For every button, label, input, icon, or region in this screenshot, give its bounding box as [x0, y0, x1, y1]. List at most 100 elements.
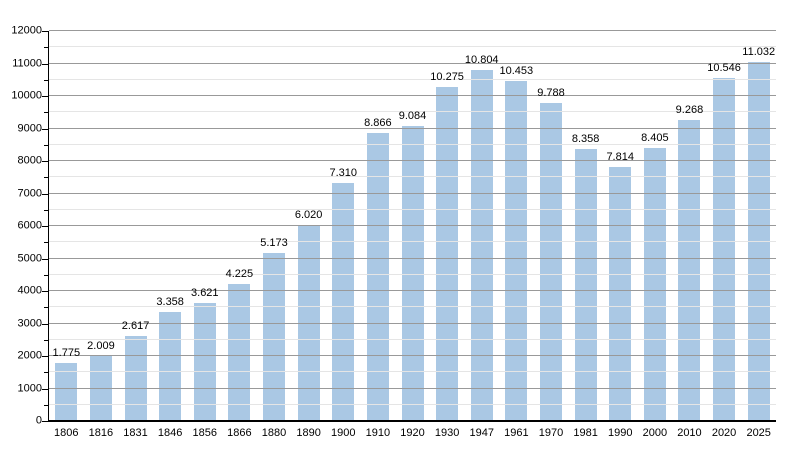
x-tick-label: 1961 [504, 427, 529, 439]
x-tick-label: 1981 [573, 427, 598, 439]
bar-value-label: 1.775 [52, 347, 81, 360]
y-minor-tick [44, 144, 48, 146]
y-minor-tick [44, 274, 48, 276]
y-major-tick [42, 31, 48, 32]
y-minor-tick [44, 404, 48, 406]
minor-gridline [49, 143, 776, 145]
y-major-tick [42, 96, 48, 97]
minor-gridline [49, 176, 776, 178]
y-major-tick [42, 161, 48, 162]
y-major-tick [42, 421, 48, 422]
major-gridline [49, 387, 776, 389]
bar-value-label: 2.617 [121, 319, 150, 332]
bar-value-label: 8.358 [571, 133, 600, 146]
y-minor-tick [44, 112, 48, 114]
bar-value-label: 10.804 [464, 53, 499, 66]
x-tick-label: 1990 [607, 427, 633, 439]
x-tick-label: 1816 [88, 427, 114, 439]
x-tick-label: 1831 [123, 427, 148, 439]
y-tick-label: 12000 [11, 24, 42, 37]
y-minor-tick [44, 177, 48, 179]
x-tick-label: 2000 [642, 427, 668, 439]
bar-1920 [401, 125, 424, 421]
y-tick-label: 2000 [17, 349, 42, 362]
major-gridline [49, 127, 776, 129]
y-major-tick [42, 388, 48, 390]
bar-1806 [55, 363, 78, 421]
bar-value-label: 9.788 [537, 86, 565, 99]
minor-gridline [49, 241, 776, 243]
x-tick-label: 1920 [400, 427, 425, 439]
bar-value-label: 3.358 [156, 295, 184, 308]
y-major-tick [42, 193, 48, 195]
y-minor-tick [44, 307, 48, 309]
bar-2020 [713, 78, 736, 421]
y-tick-label: 0 [35, 414, 42, 427]
bar-1947 [470, 69, 493, 421]
major-gridline [49, 355, 776, 356]
minor-gridline [49, 371, 776, 373]
x-tick-label: 2025 [746, 427, 771, 439]
y-tick-label: 7000 [17, 187, 42, 199]
y-minor-tick [44, 339, 48, 341]
major-gridline [49, 322, 776, 324]
bar-value-label: 7.310 [329, 167, 358, 180]
bar-1831 [124, 335, 147, 421]
bar-1990 [609, 167, 632, 421]
y-major-tick [42, 323, 48, 325]
bar-1880 [263, 252, 286, 421]
bar-value-label: 5.173 [260, 236, 288, 249]
x-axis-line [48, 420, 776, 422]
bar-2010 [678, 119, 701, 421]
bar-1910 [366, 132, 389, 421]
y-major-tick [42, 258, 48, 260]
x-tick-label: 1947 [469, 427, 494, 439]
minor-gridline [49, 111, 776, 113]
x-tick-label: 1900 [331, 427, 356, 439]
y-minor-tick [44, 47, 48, 49]
y-axis-line [48, 31, 49, 422]
y-tick-label: 9000 [17, 122, 42, 134]
y-tick-label: 1000 [17, 382, 42, 394]
y-major-tick [42, 128, 48, 130]
x-tick-label: 1910 [365, 427, 391, 439]
bar-1970 [539, 102, 562, 421]
bar-value-label: 4.225 [225, 267, 254, 280]
minor-gridline [49, 208, 776, 210]
x-tick-label: 1970 [538, 427, 564, 439]
x-tick-label: 1846 [157, 427, 183, 439]
y-tick-label: 11000 [12, 57, 42, 69]
y-major-tick [42, 356, 48, 357]
x-tick-label: 1890 [296, 427, 321, 439]
y-tick-label: 5000 [17, 252, 42, 264]
x-tick-label: 2010 [677, 427, 702, 439]
minor-gridline [49, 78, 776, 80]
major-gridline [49, 225, 776, 226]
major-gridline [49, 192, 776, 194]
y-tick-label: 6000 [17, 219, 42, 232]
y-minor-tick [44, 209, 48, 211]
major-gridline [49, 30, 776, 31]
x-tick-label: 2020 [711, 427, 737, 439]
bar-1981 [574, 149, 597, 421]
bar-value-label: 7.814 [606, 151, 634, 164]
major-gridline [49, 290, 776, 291]
plot-area: 1.775 2.009 2.617 3.358 3.621 4.225 5.173 6.020… [49, 30, 776, 421]
bar-value-label: 8.405 [641, 131, 669, 144]
bar-value-label: 8.866 [364, 116, 392, 129]
bar-value-label: 9.084 [398, 109, 427, 122]
bar-value-label: 2.009 [87, 339, 115, 352]
minor-gridline [49, 273, 776, 275]
y-minor-tick [44, 242, 48, 244]
y-tick-label: 4000 [17, 284, 42, 297]
minor-gridline [49, 306, 776, 308]
minor-gridline [49, 46, 776, 48]
bar-value-label: 9.268 [675, 103, 704, 116]
x-tick-label: 1856 [192, 427, 218, 439]
bar-value-label: 10.275 [430, 71, 464, 84]
bar-1900 [332, 183, 355, 421]
y-tick-label: 3000 [17, 317, 42, 329]
bar-2000 [643, 147, 666, 421]
x-tick-label: 1866 [227, 427, 252, 439]
